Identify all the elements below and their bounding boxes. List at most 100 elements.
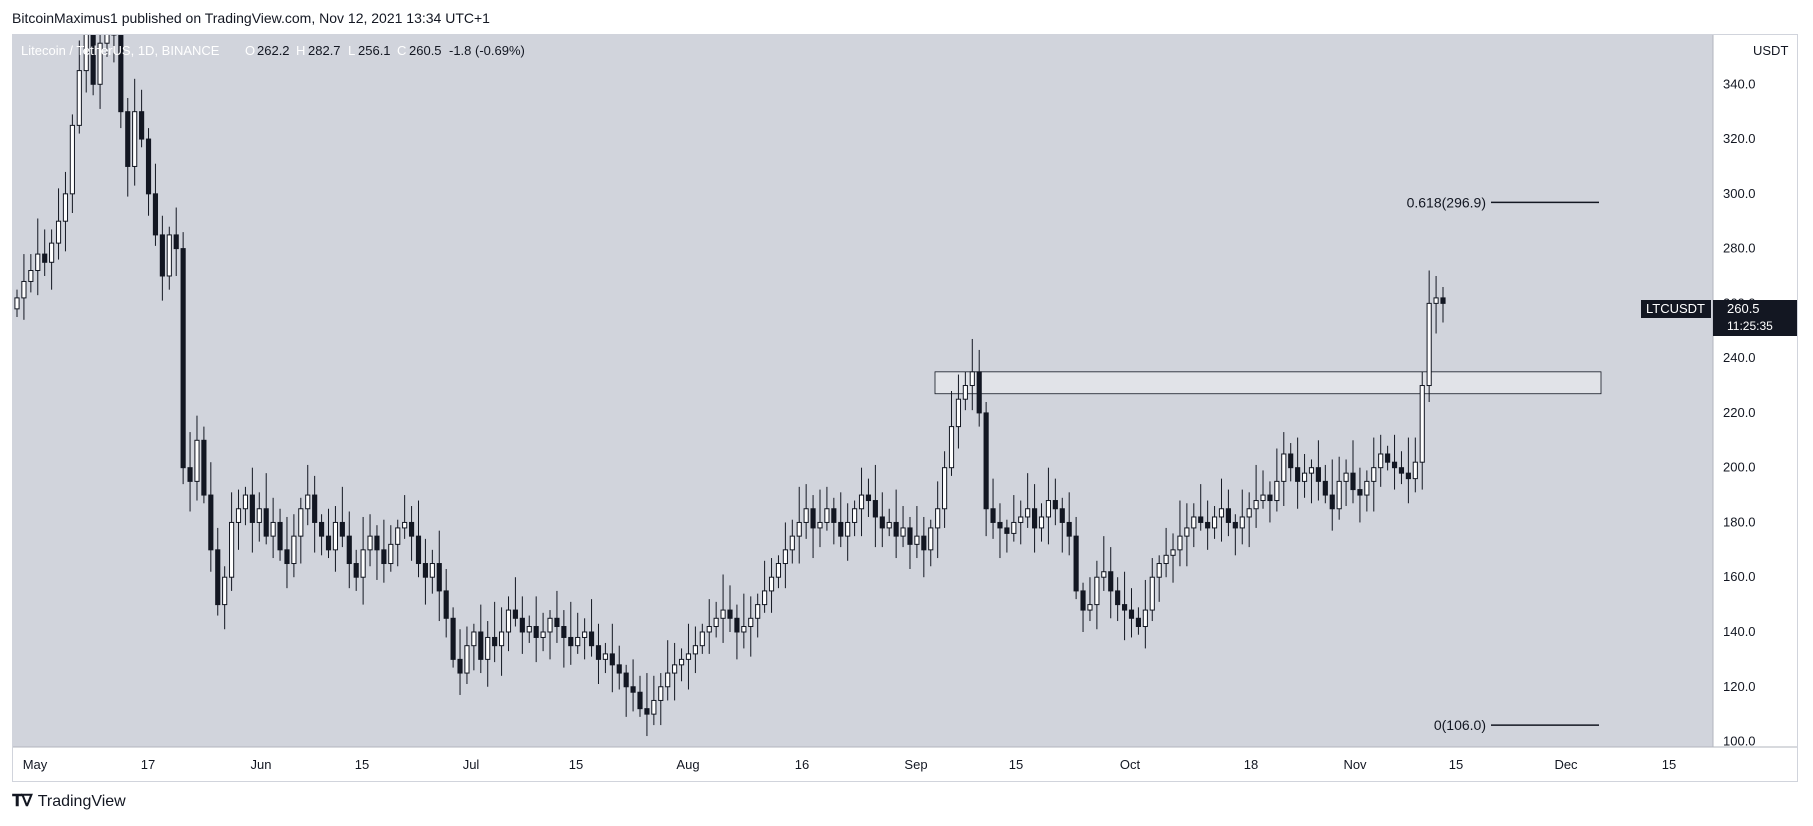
candle-body: [492, 636, 498, 647]
candle-body: [187, 467, 193, 482]
candle: [471, 623, 477, 671]
candle: [222, 566, 228, 630]
candle: [1364, 470, 1370, 512]
candle-body: [298, 508, 304, 537]
candle-body: [540, 631, 546, 638]
candle: [900, 506, 906, 548]
tradingview-brand[interactable]: 𝐓∇ TradingView: [12, 793, 126, 811]
candle: [1038, 503, 1045, 542]
candle: [685, 623, 692, 690]
candle: [132, 78, 138, 186]
candle-body: [672, 664, 678, 674]
price-tag-value-bg: [1713, 300, 1797, 336]
candle-body: [21, 280, 27, 299]
candle-body: [1301, 472, 1308, 482]
candle: [353, 549, 359, 591]
candle-body: [1087, 604, 1093, 611]
candle-body: [1066, 521, 1072, 537]
candle: [492, 601, 498, 663]
candles-group: [14, 0, 1446, 737]
candle: [1163, 527, 1169, 578]
candle: [547, 610, 553, 660]
candle-body: [1101, 571, 1107, 578]
candle: [1267, 481, 1273, 523]
price-tick-label: 200.0: [1723, 460, 1756, 475]
candle-body: [533, 626, 539, 638]
candle: [582, 618, 588, 660]
candle-body: [838, 521, 844, 537]
candle-body: [28, 270, 34, 282]
candle: [1170, 533, 1176, 583]
candle-body: [637, 691, 643, 710]
candle-body: [14, 297, 20, 310]
candle: [575, 612, 581, 654]
candle: [1115, 577, 1121, 622]
candle: [42, 229, 48, 276]
candle-body: [969, 371, 975, 387]
candle-body: [1281, 453, 1287, 482]
candle-body: [325, 535, 332, 551]
candle-body: [789, 535, 795, 551]
candle: [554, 590, 560, 643]
candle: [1433, 275, 1439, 334]
price-tick-label: 220.0: [1723, 405, 1756, 420]
candle: [1128, 588, 1135, 638]
candle-body: [831, 508, 837, 523]
candle: [893, 489, 899, 559]
candle-body: [457, 658, 463, 674]
candle: [1426, 270, 1432, 402]
candle-body: [1142, 609, 1148, 628]
candle: [35, 218, 41, 296]
date-tick-label: 15: [569, 757, 583, 772]
candle: [55, 188, 62, 260]
candle: [277, 508, 283, 561]
candle: [1419, 371, 1425, 490]
candle-body: [768, 576, 775, 592]
candle-body: [76, 70, 82, 126]
candle: [1198, 484, 1204, 531]
candle: [62, 171, 69, 252]
price-tag-symbol-bg: [1641, 300, 1711, 318]
candle-body: [658, 686, 664, 701]
candle: [678, 648, 685, 682]
candle: [1045, 467, 1052, 545]
legend-change: -1.8 (-0.69%): [449, 43, 525, 58]
legend-open-label: O: [245, 43, 255, 58]
chart-svg[interactable]: 0.618(296.9)0(106.0) 100.0120.0140.0160.…: [13, 0, 1797, 781]
price-tick-label: 120.0: [1723, 679, 1756, 694]
candle-body: [498, 631, 505, 647]
candle-body: [630, 686, 636, 693]
candle-body: [1198, 516, 1204, 523]
candle: [325, 508, 332, 559]
candle: [498, 607, 505, 676]
candle: [706, 599, 712, 654]
currency-label: USDT: [1753, 43, 1788, 58]
legend-open: 262.2: [257, 43, 290, 58]
candle: [1301, 453, 1308, 498]
candle-body: [935, 508, 941, 529]
candle: [125, 97, 131, 197]
candle: [1108, 547, 1114, 619]
price-tag[interactable]: LTCUSDT 260.5 11:25:35: [1641, 300, 1797, 336]
candle: [208, 462, 214, 572]
fib-upper-label: 0.618(296.9): [1407, 194, 1486, 210]
legend-close-label: C: [397, 43, 406, 58]
date-tick-label: Oct: [1120, 757, 1141, 772]
candle-body: [1267, 494, 1273, 502]
candle: [1101, 536, 1107, 591]
candle-body: [49, 242, 55, 263]
candle: [464, 626, 470, 685]
candle-body: [1308, 467, 1315, 474]
candle: [235, 489, 242, 550]
candle: [305, 464, 311, 526]
candle-body: [748, 617, 754, 628]
candle: [948, 391, 955, 476]
candle: [817, 489, 823, 548]
candle: [831, 497, 837, 545]
candle: [429, 549, 435, 594]
candle: [145, 128, 152, 216]
candle-body: [692, 645, 698, 655]
candle-body: [284, 549, 290, 565]
candle-body: [616, 664, 622, 674]
candle: [69, 114, 75, 213]
